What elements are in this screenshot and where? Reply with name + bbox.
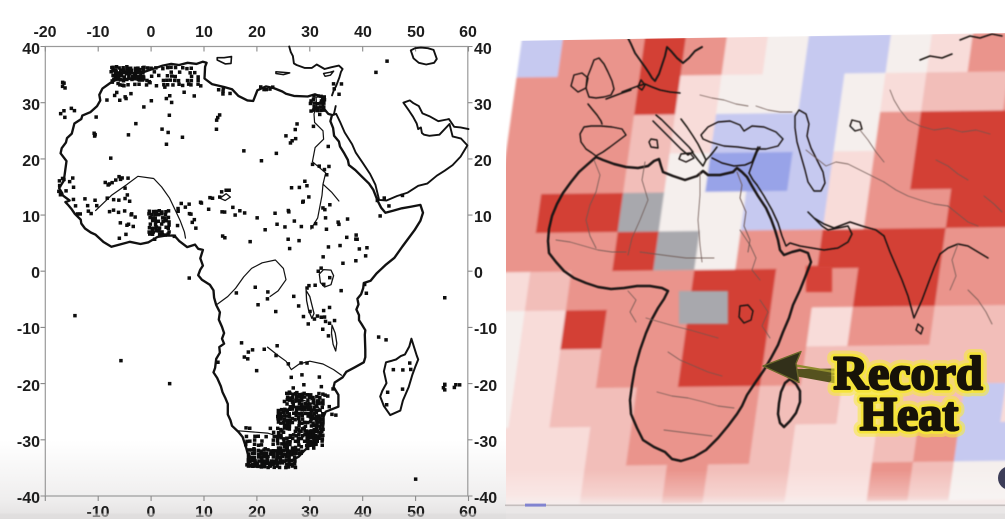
svg-text:60: 60 [459,24,477,41]
svg-text:30: 30 [22,97,40,114]
svg-text:-40: -40 [474,490,497,507]
svg-text:0: 0 [147,504,156,519]
svg-text:-20: -20 [33,24,56,41]
svg-text:20: 20 [474,153,492,170]
svg-text:0: 0 [31,265,40,282]
svg-text:30: 30 [301,24,319,41]
svg-text:10: 10 [474,209,492,226]
svg-text:10: 10 [22,209,40,226]
svg-text:-20: -20 [474,378,497,395]
svg-text:0: 0 [474,265,483,282]
svg-text:Heat: Heat [860,388,959,441]
svg-text:0: 0 [147,24,156,41]
svg-text:40: 40 [474,41,492,58]
svg-text:10: 10 [195,24,213,41]
svg-text:40: 40 [354,24,372,41]
svg-text:-30: -30 [474,434,497,451]
svg-text:Record: Record [833,347,983,400]
svg-text:-30: -30 [17,434,40,451]
svg-text:Heat: Heat [860,388,959,441]
svg-text:Heat: Heat [860,388,959,441]
svg-text:40: 40 [22,41,40,58]
svg-text:20: 20 [248,24,266,41]
svg-text:30: 30 [474,97,492,114]
svg-text:-20: -20 [17,378,40,395]
svg-text:Record: Record [833,347,983,400]
svg-text:-10: -10 [474,321,497,338]
svg-text:50: 50 [407,24,425,41]
svg-text:20: 20 [22,153,40,170]
svg-text:Record: Record [833,347,983,400]
svg-text:-40: -40 [17,490,40,507]
svg-text:-10: -10 [17,321,40,338]
svg-text:-10: -10 [86,24,109,41]
